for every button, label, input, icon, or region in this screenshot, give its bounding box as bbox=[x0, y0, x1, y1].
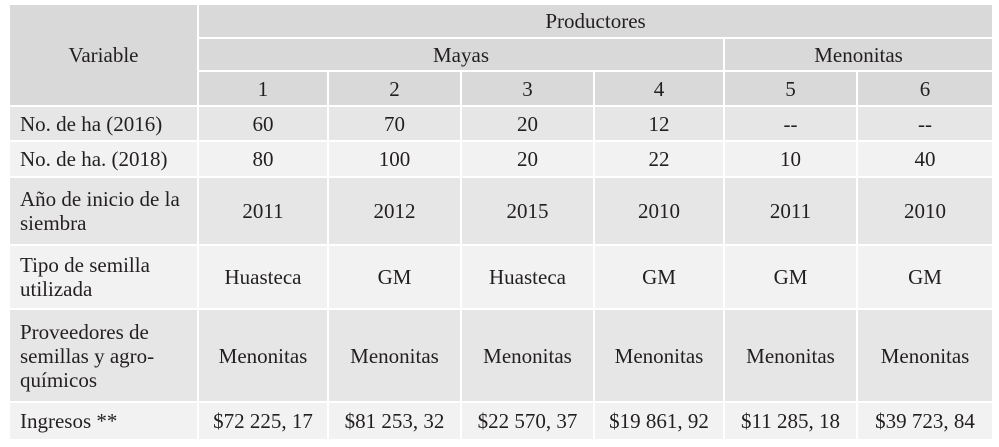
table-cell: 2015 bbox=[461, 177, 595, 246]
table-row: No. de ha (2016) 60 70 20 12 -- -- bbox=[10, 106, 993, 142]
table-cell: -- bbox=[724, 106, 858, 142]
table-cell: $39 723, 84 bbox=[857, 402, 993, 441]
row-label: Tipo de semilla utilizada bbox=[10, 245, 199, 310]
table-cell: Menonitas bbox=[594, 309, 725, 403]
row-label: No. de ha (2016) bbox=[10, 106, 199, 142]
table-cell: GM bbox=[328, 245, 462, 310]
table-cell: 2011 bbox=[198, 177, 329, 246]
table-cell: 100 bbox=[328, 141, 462, 178]
table-cell: 60 bbox=[198, 106, 329, 142]
column-header: 2 bbox=[328, 71, 462, 107]
column-header: 1 bbox=[198, 71, 329, 107]
table-cell: 40 bbox=[857, 141, 993, 178]
group-header-mayas: Mayas bbox=[198, 38, 725, 72]
column-header: 4 bbox=[594, 71, 725, 107]
table-cell: GM bbox=[857, 245, 993, 310]
table-row: Año de inicio de la siembra 2011 2012 20… bbox=[10, 177, 993, 246]
table-row: Tipo de semilla utilizada Huasteca GM Hu… bbox=[10, 245, 993, 310]
table-cell: $11 285, 18 bbox=[724, 402, 858, 441]
table-cell: 2011 bbox=[724, 177, 858, 246]
table-cell: Huasteca bbox=[461, 245, 595, 310]
table-cell: -- bbox=[857, 106, 993, 142]
column-header: 6 bbox=[857, 71, 993, 107]
table-cell: 80 bbox=[198, 141, 329, 178]
row-label: Ingresos ** bbox=[10, 402, 199, 441]
table-cell: GM bbox=[724, 245, 858, 310]
table-cell: Huasteca bbox=[198, 245, 329, 310]
table-row: Proveedores de semillas y agro-químicos … bbox=[10, 309, 993, 403]
table-cell: 10 bbox=[724, 141, 858, 178]
table-cell: Menonitas bbox=[724, 309, 858, 403]
row-label: No. de ha. (2018) bbox=[10, 141, 199, 178]
table-cell: $22 570, 37 bbox=[461, 402, 595, 441]
producers-table: Variable Productores Mayas Menonitas 1 2… bbox=[10, 5, 993, 441]
table-cell: 2010 bbox=[857, 177, 993, 246]
table-cell: $81 253, 32 bbox=[328, 402, 462, 441]
table-cell: 2010 bbox=[594, 177, 725, 246]
variable-header: Variable bbox=[10, 5, 199, 107]
productores-header: Productores bbox=[198, 5, 993, 39]
table-cell: Menonitas bbox=[461, 309, 595, 403]
table-cell: 22 bbox=[594, 141, 725, 178]
table-cell: $72 225, 17 bbox=[198, 402, 329, 441]
table-cell: 20 bbox=[461, 106, 595, 142]
table-cell: Menonitas bbox=[857, 309, 993, 403]
table-cell: 12 bbox=[594, 106, 725, 142]
table-cell: $19 861, 92 bbox=[594, 402, 725, 441]
table-cell: 2012 bbox=[328, 177, 462, 246]
table-cell: Menonitas bbox=[328, 309, 462, 403]
table-cell: 20 bbox=[461, 141, 595, 178]
table-container: Variable Productores Mayas Menonitas 1 2… bbox=[10, 5, 993, 441]
row-label: Año de inicio de la siembra bbox=[10, 177, 199, 246]
column-header: 3 bbox=[461, 71, 595, 107]
table-row: Ingresos ** $72 225, 17 $81 253, 32 $22 … bbox=[10, 402, 993, 441]
table-cell: GM bbox=[594, 245, 725, 310]
column-header: 5 bbox=[724, 71, 858, 107]
table-row: No. de ha. (2018) 80 100 20 22 10 40 bbox=[10, 141, 993, 178]
group-header-menonitas: Menonitas bbox=[724, 38, 993, 72]
table-cell: 70 bbox=[328, 106, 462, 142]
table-cell: Menonitas bbox=[198, 309, 329, 403]
row-label: Proveedores de semillas y agro-químicos bbox=[10, 309, 199, 403]
